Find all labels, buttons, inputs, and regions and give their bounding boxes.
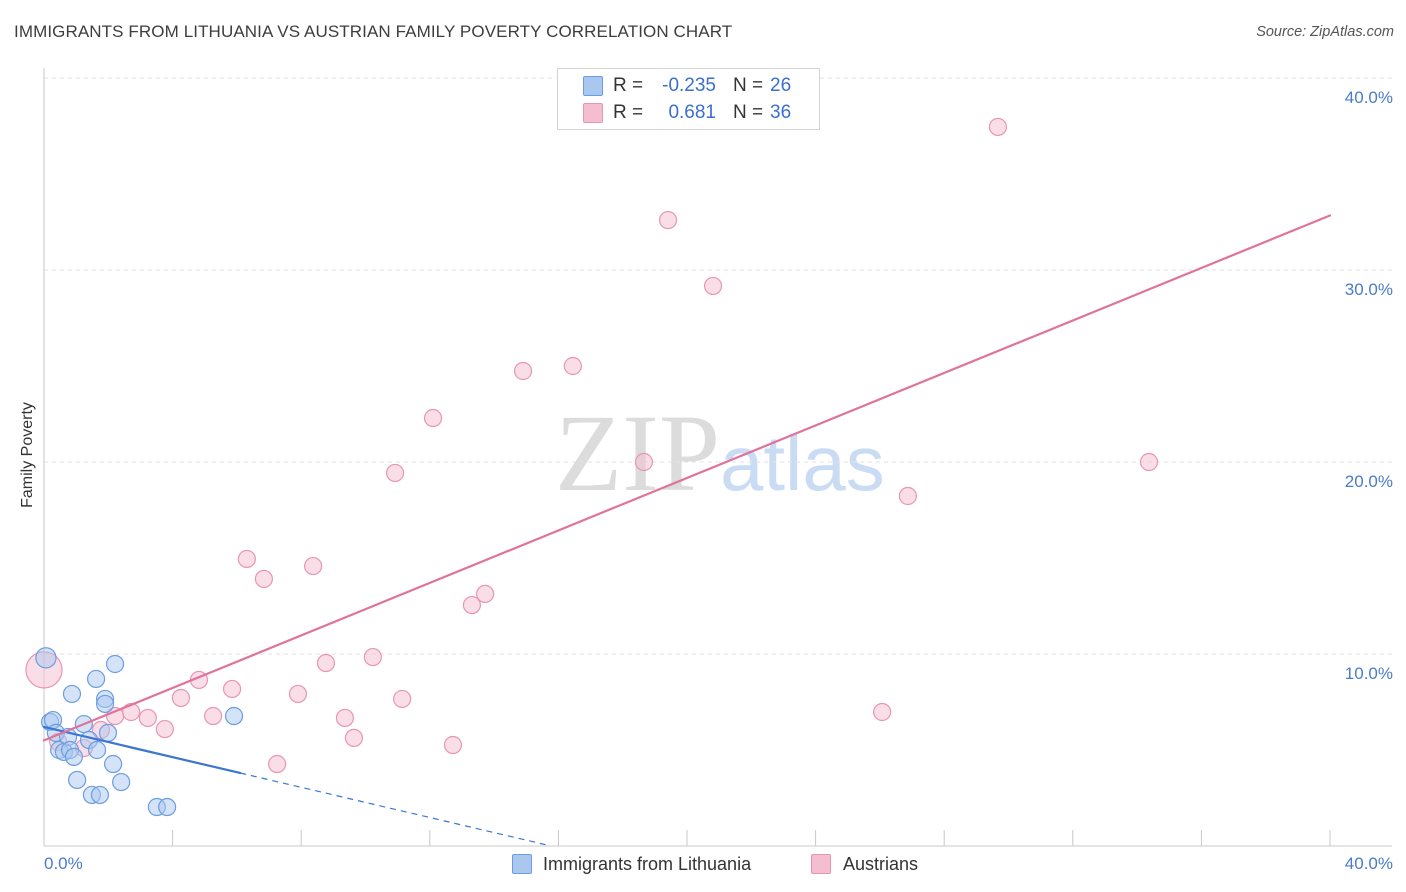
stats-legend: R = -0.235 N = 26 R = 0.681 N = 36	[557, 68, 820, 130]
point-lithuania	[90, 785, 110, 805]
point-austrians	[288, 684, 308, 704]
n-value: 26	[770, 75, 792, 96]
chart-title: IMMIGRANTS FROM LITHUANIA VS AUSTRIAN FA…	[14, 22, 733, 41]
x-tick-label: 40.0%	[1345, 854, 1393, 873]
trend-line-austrians	[42, 214, 1332, 742]
series-lithuania	[35, 647, 244, 817]
source-credit: Source: ZipAtlas.com	[1256, 24, 1394, 40]
legend-swatch-austrians	[583, 103, 603, 123]
point-austrians	[316, 653, 336, 673]
point-austrians	[1139, 452, 1159, 472]
legend-label-lithuania: Immigrants from Lithuania	[543, 854, 752, 874]
point-austrians	[254, 569, 274, 589]
point-austrians	[138, 708, 157, 728]
point-lithuania	[95, 694, 115, 714]
point-lithuania	[158, 797, 177, 817]
point-austrians	[385, 463, 405, 483]
point-austrians	[988, 117, 1007, 137]
legend-swatch-lithuania	[512, 854, 532, 874]
r-value: 0.681	[668, 102, 716, 123]
trend-line-lithuania	[42, 725, 242, 775]
point-austrians	[703, 276, 723, 296]
trend-line-extension-lithuania	[239, 772, 546, 846]
point-austrians	[122, 702, 141, 722]
point-lithuania	[86, 669, 106, 689]
n-label: N =	[733, 75, 764, 96]
n-value: 36	[770, 102, 792, 123]
legend-swatch-austrians	[811, 854, 831, 874]
point-lithuania	[98, 723, 118, 743]
y-tick-label: 10.0%	[1345, 664, 1393, 683]
point-lithuania	[35, 647, 57, 669]
point-austrians	[237, 549, 256, 569]
axes: 0.0% 40.0%	[43, 68, 1393, 873]
y-tick-label: 20.0%	[1345, 472, 1393, 491]
point-austrians	[563, 356, 582, 376]
point-austrians	[155, 719, 174, 739]
point-austrians	[303, 556, 323, 576]
watermark-zip: ZIP	[555, 392, 720, 514]
watermark-atlas: atlas	[720, 419, 885, 507]
point-austrians	[335, 708, 355, 728]
point-austrians	[898, 486, 917, 506]
y-axis-label: Family Poverty	[19, 402, 36, 508]
point-austrians	[658, 210, 678, 230]
point-lithuania	[68, 770, 87, 790]
point-lithuania	[224, 706, 244, 726]
point-lithuania	[104, 754, 123, 774]
point-austrians	[873, 702, 892, 722]
point-lithuania	[62, 684, 82, 704]
r-label: R =	[613, 102, 644, 123]
n-label: N =	[733, 102, 764, 123]
y-tick-label: 40.0%	[1345, 88, 1393, 107]
point-lithuania	[64, 747, 83, 767]
point-lithuania	[112, 772, 131, 792]
point-austrians	[204, 706, 223, 726]
point-austrians	[475, 584, 495, 604]
point-austrians	[634, 452, 654, 472]
point-austrians	[267, 754, 287, 774]
watermark: ZIP atlas	[555, 392, 885, 514]
point-austrians	[423, 408, 443, 428]
legend-swatch-lithuania	[583, 76, 603, 96]
point-austrians	[393, 689, 412, 709]
point-austrians	[363, 647, 382, 667]
gridlines: 10.0% 20.0% 30.0% 40.0%	[44, 77, 1393, 683]
point-austrians	[443, 735, 463, 755]
point-austrians	[171, 688, 191, 708]
point-lithuania	[105, 654, 125, 674]
point-austrians	[344, 728, 364, 748]
point-austrians	[222, 679, 242, 699]
point-austrians	[513, 361, 533, 381]
legend-label-austrians: Austrians	[843, 854, 919, 874]
r-value: -0.235	[662, 75, 716, 96]
x-tick-label: 0.0%	[44, 854, 83, 873]
r-label: R =	[613, 75, 644, 96]
point-lithuania	[87, 740, 107, 760]
point-austrians	[462, 595, 482, 615]
y-tick-label: 30.0%	[1345, 280, 1393, 299]
